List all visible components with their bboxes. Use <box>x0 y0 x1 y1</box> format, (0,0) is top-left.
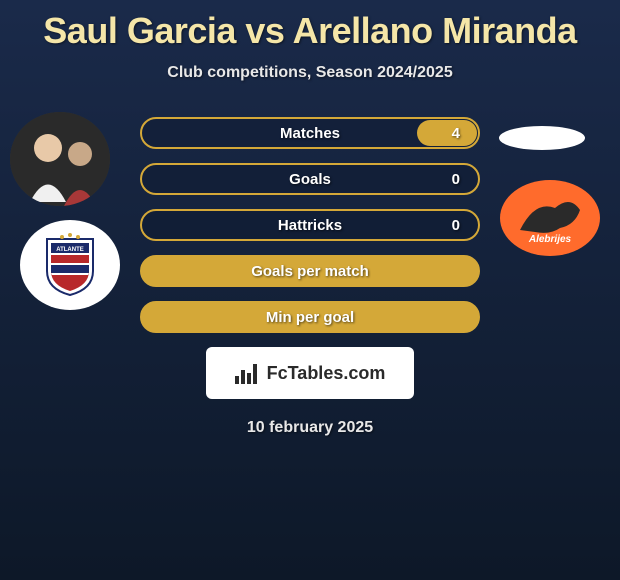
stat-value: 0 <box>452 171 460 188</box>
stat-row-min-per-goal: Min per goal <box>140 301 480 333</box>
stat-label: Hattricks <box>278 217 342 234</box>
stat-value: 0 <box>452 217 460 234</box>
stat-row-matches: Matches 4 <box>140 117 480 149</box>
stat-label: Goals <box>289 171 331 188</box>
subtitle: Club competitions, Season 2024/2025 <box>0 64 620 82</box>
stat-fill <box>417 120 477 146</box>
stat-value: 4 <box>452 125 460 142</box>
date-text: 10 february 2025 <box>0 419 620 437</box>
stat-row-goals-per-match: Goals per match <box>140 255 480 287</box>
stat-label: Matches <box>280 125 340 142</box>
stat-row-goals: Goals 0 <box>140 163 480 195</box>
chart-bars-icon <box>235 362 261 384</box>
stat-label: Goals per match <box>251 263 369 280</box>
stat-label: Min per goal <box>266 309 354 326</box>
stats-container: Matches 4 Goals 0 Hattricks 0 Goals per … <box>0 117 620 333</box>
stat-row-hattricks: Hattricks 0 <box>140 209 480 241</box>
fctables-label: FcTables.com <box>267 363 386 384</box>
fctables-badge[interactable]: FcTables.com <box>206 347 414 399</box>
page-title: Saul Garcia vs Arellano Miranda <box>0 0 620 52</box>
